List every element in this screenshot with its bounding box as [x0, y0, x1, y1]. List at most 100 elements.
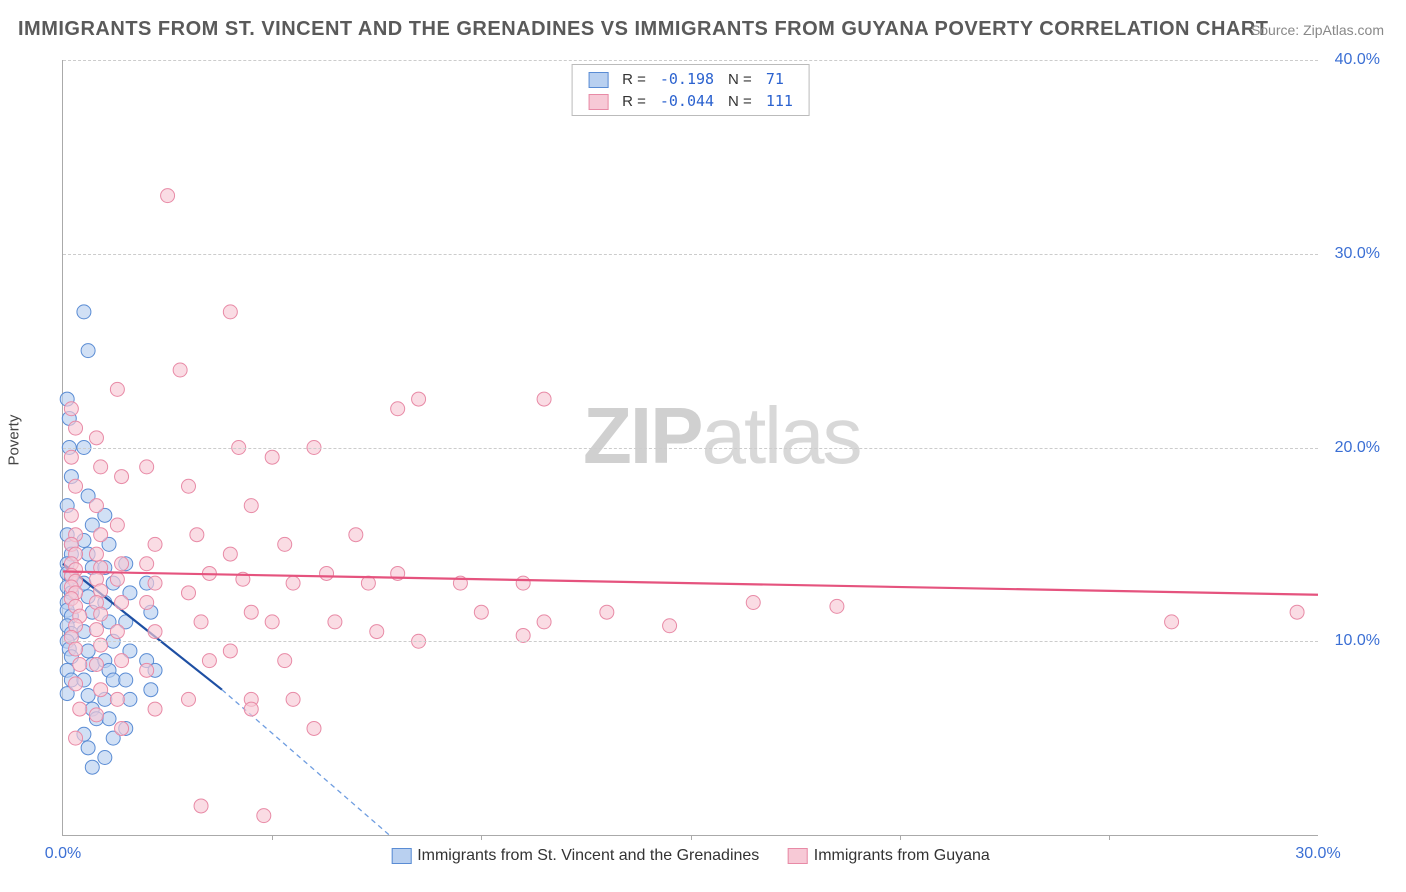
scatter-point: [115, 557, 129, 571]
scatter-point: [81, 344, 95, 358]
scatter-point: [148, 702, 162, 716]
scatter-point: [244, 605, 258, 619]
scatter-point: [89, 499, 103, 513]
scatter-point: [663, 619, 677, 633]
scatter-point: [110, 625, 124, 639]
scatter-point: [64, 402, 78, 416]
scatter-point: [370, 625, 384, 639]
scatter-point: [349, 528, 363, 542]
scatter-point: [194, 799, 208, 813]
scatter-point: [182, 692, 196, 706]
legend-stats: R = -0.198 N = 71 R = -0.044 N = 111: [571, 64, 810, 116]
scatter-point: [110, 572, 124, 586]
scatter-point: [98, 751, 112, 765]
scatter-point: [307, 721, 321, 735]
scatter-point: [537, 615, 551, 629]
scatter-point: [244, 499, 258, 513]
scatter-point: [69, 731, 83, 745]
legend-swatch-a: [588, 72, 608, 88]
scatter-point: [286, 576, 300, 590]
scatter-point: [190, 528, 204, 542]
y-tick-label: 40.0%: [1335, 51, 1380, 69]
scatter-point: [69, 642, 83, 656]
scatter-point: [140, 663, 154, 677]
scatter-point: [320, 566, 334, 580]
scatter-point: [537, 392, 551, 406]
chart-container: Poverty ZIPatlas R = -0.198 N = 71 R = -…: [18, 60, 1388, 874]
scatter-point: [94, 607, 108, 621]
scatter-point: [89, 708, 103, 722]
scatter-point: [94, 460, 108, 474]
scatter-point: [69, 479, 83, 493]
scatter-point: [148, 625, 162, 639]
scatter-point: [94, 528, 108, 542]
scatter-point: [106, 673, 120, 687]
scatter-point: [1165, 615, 1179, 629]
y-tick-label: 20.0%: [1335, 439, 1380, 457]
scatter-point: [173, 363, 187, 377]
scatter-point: [182, 479, 196, 493]
scatter-point: [94, 683, 108, 697]
source-attribution: Source: ZipAtlas.com: [1251, 22, 1384, 38]
scatter-point: [85, 760, 99, 774]
scatter-point: [69, 421, 83, 435]
scatter-point: [746, 596, 760, 610]
scatter-point: [278, 654, 292, 668]
scatter-point: [1290, 605, 1304, 619]
r-value-a: -0.198: [654, 69, 720, 89]
scatter-point: [391, 402, 405, 416]
trend-line: [63, 572, 1318, 595]
scatter-point: [115, 654, 129, 668]
scatter-point: [223, 305, 237, 319]
scatter-point: [265, 615, 279, 629]
scatter-point: [69, 677, 83, 691]
scatter-point: [244, 702, 258, 716]
scatter-point: [144, 683, 158, 697]
n-value-a: 71: [760, 69, 799, 89]
scatter-point: [516, 576, 530, 590]
scatter-point: [115, 721, 129, 735]
scatter-point: [89, 431, 103, 445]
scatter-point: [77, 305, 91, 319]
scatter-point: [64, 508, 78, 522]
scatter-point: [81, 644, 95, 658]
scatter-point: [115, 470, 129, 484]
y-tick-label: 30.0%: [1335, 245, 1380, 263]
r-value-b: -0.044: [654, 91, 720, 111]
scatter-point: [73, 658, 87, 672]
legend-stats-row: R = -0.198 N = 71: [582, 69, 799, 89]
scatter-point: [257, 809, 271, 823]
scatter-point: [110, 692, 124, 706]
scatter-point: [89, 623, 103, 637]
y-axis-label: Poverty: [6, 415, 23, 466]
scatter-point: [140, 460, 154, 474]
scatter-point: [81, 741, 95, 755]
legend-series: Immigrants from St. Vincent and the Gren…: [379, 847, 1002, 869]
y-tick-label: 10.0%: [1335, 632, 1380, 650]
scatter-point: [110, 518, 124, 532]
n-value-b: 111: [760, 91, 799, 111]
scatter-point: [223, 547, 237, 561]
scatter-point: [123, 692, 137, 706]
scatter-point: [202, 654, 216, 668]
scatter-point: [286, 692, 300, 706]
scatter-point: [412, 392, 426, 406]
scatter-point: [119, 673, 133, 687]
scatter-point: [161, 189, 175, 203]
x-tick-label: 30.0%: [1295, 845, 1340, 863]
scatter-point: [474, 605, 488, 619]
scatter-point: [148, 576, 162, 590]
scatter-point: [115, 596, 129, 610]
scatter-point: [223, 644, 237, 658]
scatter-point: [81, 689, 95, 703]
scatter-point: [194, 615, 208, 629]
plot-area: ZIPatlas R = -0.198 N = 71 R = -0.044 N …: [62, 60, 1318, 836]
legend-swatch-b: [588, 94, 608, 110]
scatter-point: [328, 615, 342, 629]
scatter-point: [89, 658, 103, 672]
scatter-point: [830, 599, 844, 613]
scatter-point: [148, 537, 162, 551]
scatter-point: [140, 596, 154, 610]
x-tick-label: 0.0%: [45, 845, 81, 863]
scatter-point: [182, 586, 196, 600]
